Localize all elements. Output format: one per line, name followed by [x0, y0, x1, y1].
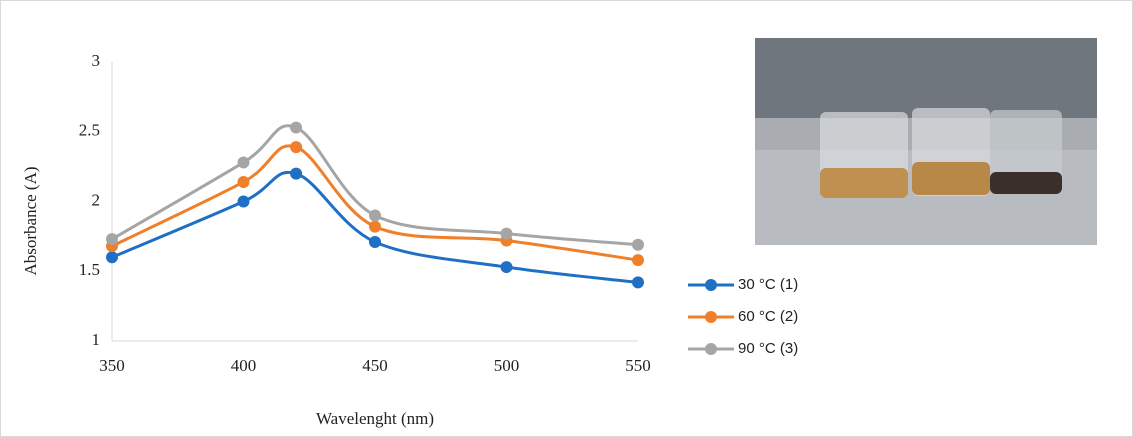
legend-label: 60 °C (2) [738, 308, 798, 325]
photo [755, 38, 1097, 245]
legend-label: 90 °C (3) [738, 340, 798, 357]
y-tick-label: 3 [92, 51, 101, 70]
x-tick-label: 350 [99, 356, 125, 375]
data-point [238, 176, 250, 188]
legend-label: 30 °C (1) [738, 276, 798, 293]
data-point [238, 196, 250, 208]
data-point [290, 122, 302, 134]
data-point [369, 221, 381, 233]
data-point [106, 233, 118, 245]
y-axis-title: Absorbance (A) [21, 166, 40, 275]
legend-marker [705, 343, 717, 355]
y-tick-label: 2 [92, 190, 101, 209]
legend-marker [705, 311, 717, 323]
data-point [369, 209, 381, 221]
data-point [106, 251, 118, 263]
x-tick-label: 500 [494, 356, 520, 375]
x-axis-title: Wavelenght (nm) [316, 409, 434, 428]
data-point [290, 141, 302, 153]
y-tick-label: 1.5 [79, 260, 100, 279]
data-point [632, 239, 644, 251]
chart: Absorbance (A) Wavelenght (nm) 1 1.5 2 2.5 3… [0, 0, 1133, 437]
data-point [632, 276, 644, 288]
x-tick-label: 450 [362, 356, 388, 375]
y-tick-label: 2.5 [79, 121, 100, 140]
data-point [238, 156, 250, 168]
data-point [501, 261, 513, 273]
data-point [501, 228, 513, 240]
x-tick-label: 550 [625, 356, 651, 375]
y-tick-label: 1 [92, 330, 101, 349]
data-point [632, 254, 644, 266]
data-point [290, 168, 302, 180]
legend-marker [705, 279, 717, 291]
x-tick-label: 400 [231, 356, 257, 375]
data-point [369, 236, 381, 248]
